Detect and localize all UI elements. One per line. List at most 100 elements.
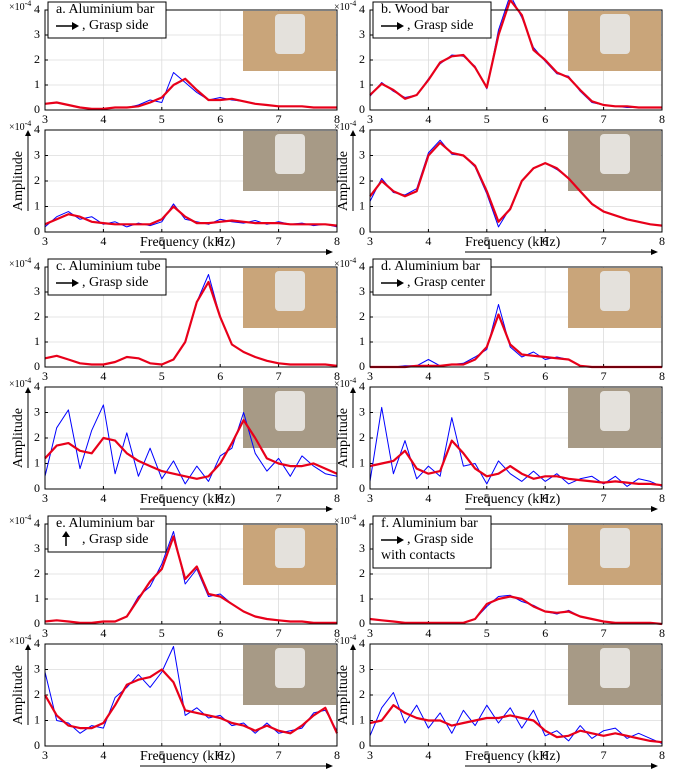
photo-object [275,391,305,431]
y-multiplier: ×10-4 [334,0,356,13]
axis-arrow-head [350,644,356,650]
y-tick-label: 3 [34,147,40,161]
y-multiplier-exponent: -4 [25,256,32,265]
series-line [369,406,663,487]
series-line [44,72,337,110]
y-tick-label: 4 [359,636,365,650]
x-tick-label: 8 [659,748,665,762]
x-tick-label: 6 [217,112,223,126]
panel-label: a. Aluminium bar [56,2,155,17]
y-tick-label: 2 [359,430,365,444]
y-multiplier-base: ×10 [9,2,25,13]
plot-frame [44,523,338,625]
y-tick-label: 2 [359,566,365,580]
x-axis-label: Frequency (kHz) [140,492,236,507]
x-tick-label: 7 [601,626,607,640]
y-tick-label: 0 [34,738,40,752]
y-tick-label: 3 [34,404,40,418]
series-line [44,77,337,110]
axis-arrow-head [25,130,31,136]
plot-frame [44,129,338,233]
x-tick-label: 6 [542,112,548,126]
x-tick-label: 4 [100,112,106,126]
x-axis-label: Frequency (kHz) [140,235,236,250]
x-tick-label: 6 [217,748,223,762]
x-tick-label: 4 [425,112,431,126]
y-tick-label: 2 [34,52,40,66]
photo-object [600,648,630,688]
y-tick-label: 4 [359,2,365,16]
x-tick-label: 6 [217,626,223,640]
y-tick-label: 0 [359,224,365,238]
y-tick-label: 2 [34,309,40,323]
x-tick-label: 6 [217,369,223,383]
y-multiplier-exponent: -4 [350,513,357,522]
x-tick-label: 7 [276,234,282,248]
x-tick-label: 7 [276,112,282,126]
x-tick-label: 5 [159,491,165,505]
y-tick-label: 3 [359,147,365,161]
panel-label: , Grasp side [82,18,149,33]
x-tick-label: 5 [159,626,165,640]
series-line [44,668,338,735]
y-tick-label: 2 [34,430,40,444]
x-tick-label: 5 [159,234,165,248]
axis-arrow-head [25,387,31,393]
photo-object [275,134,305,174]
y-multiplier-exponent: -4 [25,376,32,385]
series-line [369,595,663,626]
x-tick-label: 4 [425,491,431,505]
y-tick-label: 1 [34,591,40,605]
axis-arrow-head [25,644,31,650]
y-tick-label: 2 [34,566,40,580]
plot-frame [44,266,338,368]
panel-label: , Grasp side [82,532,149,547]
x-tick-label: 8 [334,112,340,126]
arrow-head [397,536,404,544]
x-tick-label: 7 [601,369,607,383]
x-tick-label: 7 [276,626,282,640]
y-multiplier-base: ×10 [334,122,350,133]
x-tick-label: 8 [334,748,340,762]
y-multiplier-exponent: -4 [350,256,357,265]
panel-label: b. Wood bar [381,2,450,17]
y-tick-label: 0 [359,102,365,116]
panel-label: , Grasp side [82,275,149,290]
y-tick-label: 4 [34,516,40,530]
y-tick-label: 0 [34,359,40,373]
x-tick-label: 5 [159,748,165,762]
series-line [369,704,663,744]
y-axis-label: Amplitude [11,665,26,725]
x-tick-label: 4 [425,369,431,383]
photo-object [600,528,630,568]
x-tick-label: 6 [542,626,548,640]
label-box [372,1,492,39]
panel-label: , Grasp center [407,275,485,290]
plot-frame [44,9,338,111]
x-tick-label: 3 [367,112,373,126]
x-tick-label: 3 [367,491,373,505]
y-multiplier-exponent: -4 [25,119,32,128]
series-line [369,594,663,625]
x-tick-label: 4 [100,748,106,762]
y-tick-label: 4 [359,122,365,136]
y-multiplier-exponent: -4 [25,0,32,8]
y-axis-label: Amplitude [11,151,26,211]
y-tick-label: 3 [34,284,40,298]
x-tick-label: 3 [42,491,48,505]
panel-label: e. Aluminium bar [56,516,155,531]
x-tick-label: 4 [425,626,431,640]
axis-arrow-head [326,249,333,255]
x-tick-label: 3 [367,748,373,762]
series-line [369,141,663,227]
axis-arrow-head [651,506,658,512]
y-tick-label: 4 [34,636,40,650]
y-tick-label: 1 [359,591,365,605]
y-tick-label: 1 [359,198,365,212]
y-multiplier-exponent: -4 [350,633,357,642]
y-multiplier: ×10-4 [334,256,356,270]
y-tick-label: 3 [359,661,365,675]
y-axis-label: Amplitude [336,665,351,725]
x-tick-label: 6 [542,491,548,505]
